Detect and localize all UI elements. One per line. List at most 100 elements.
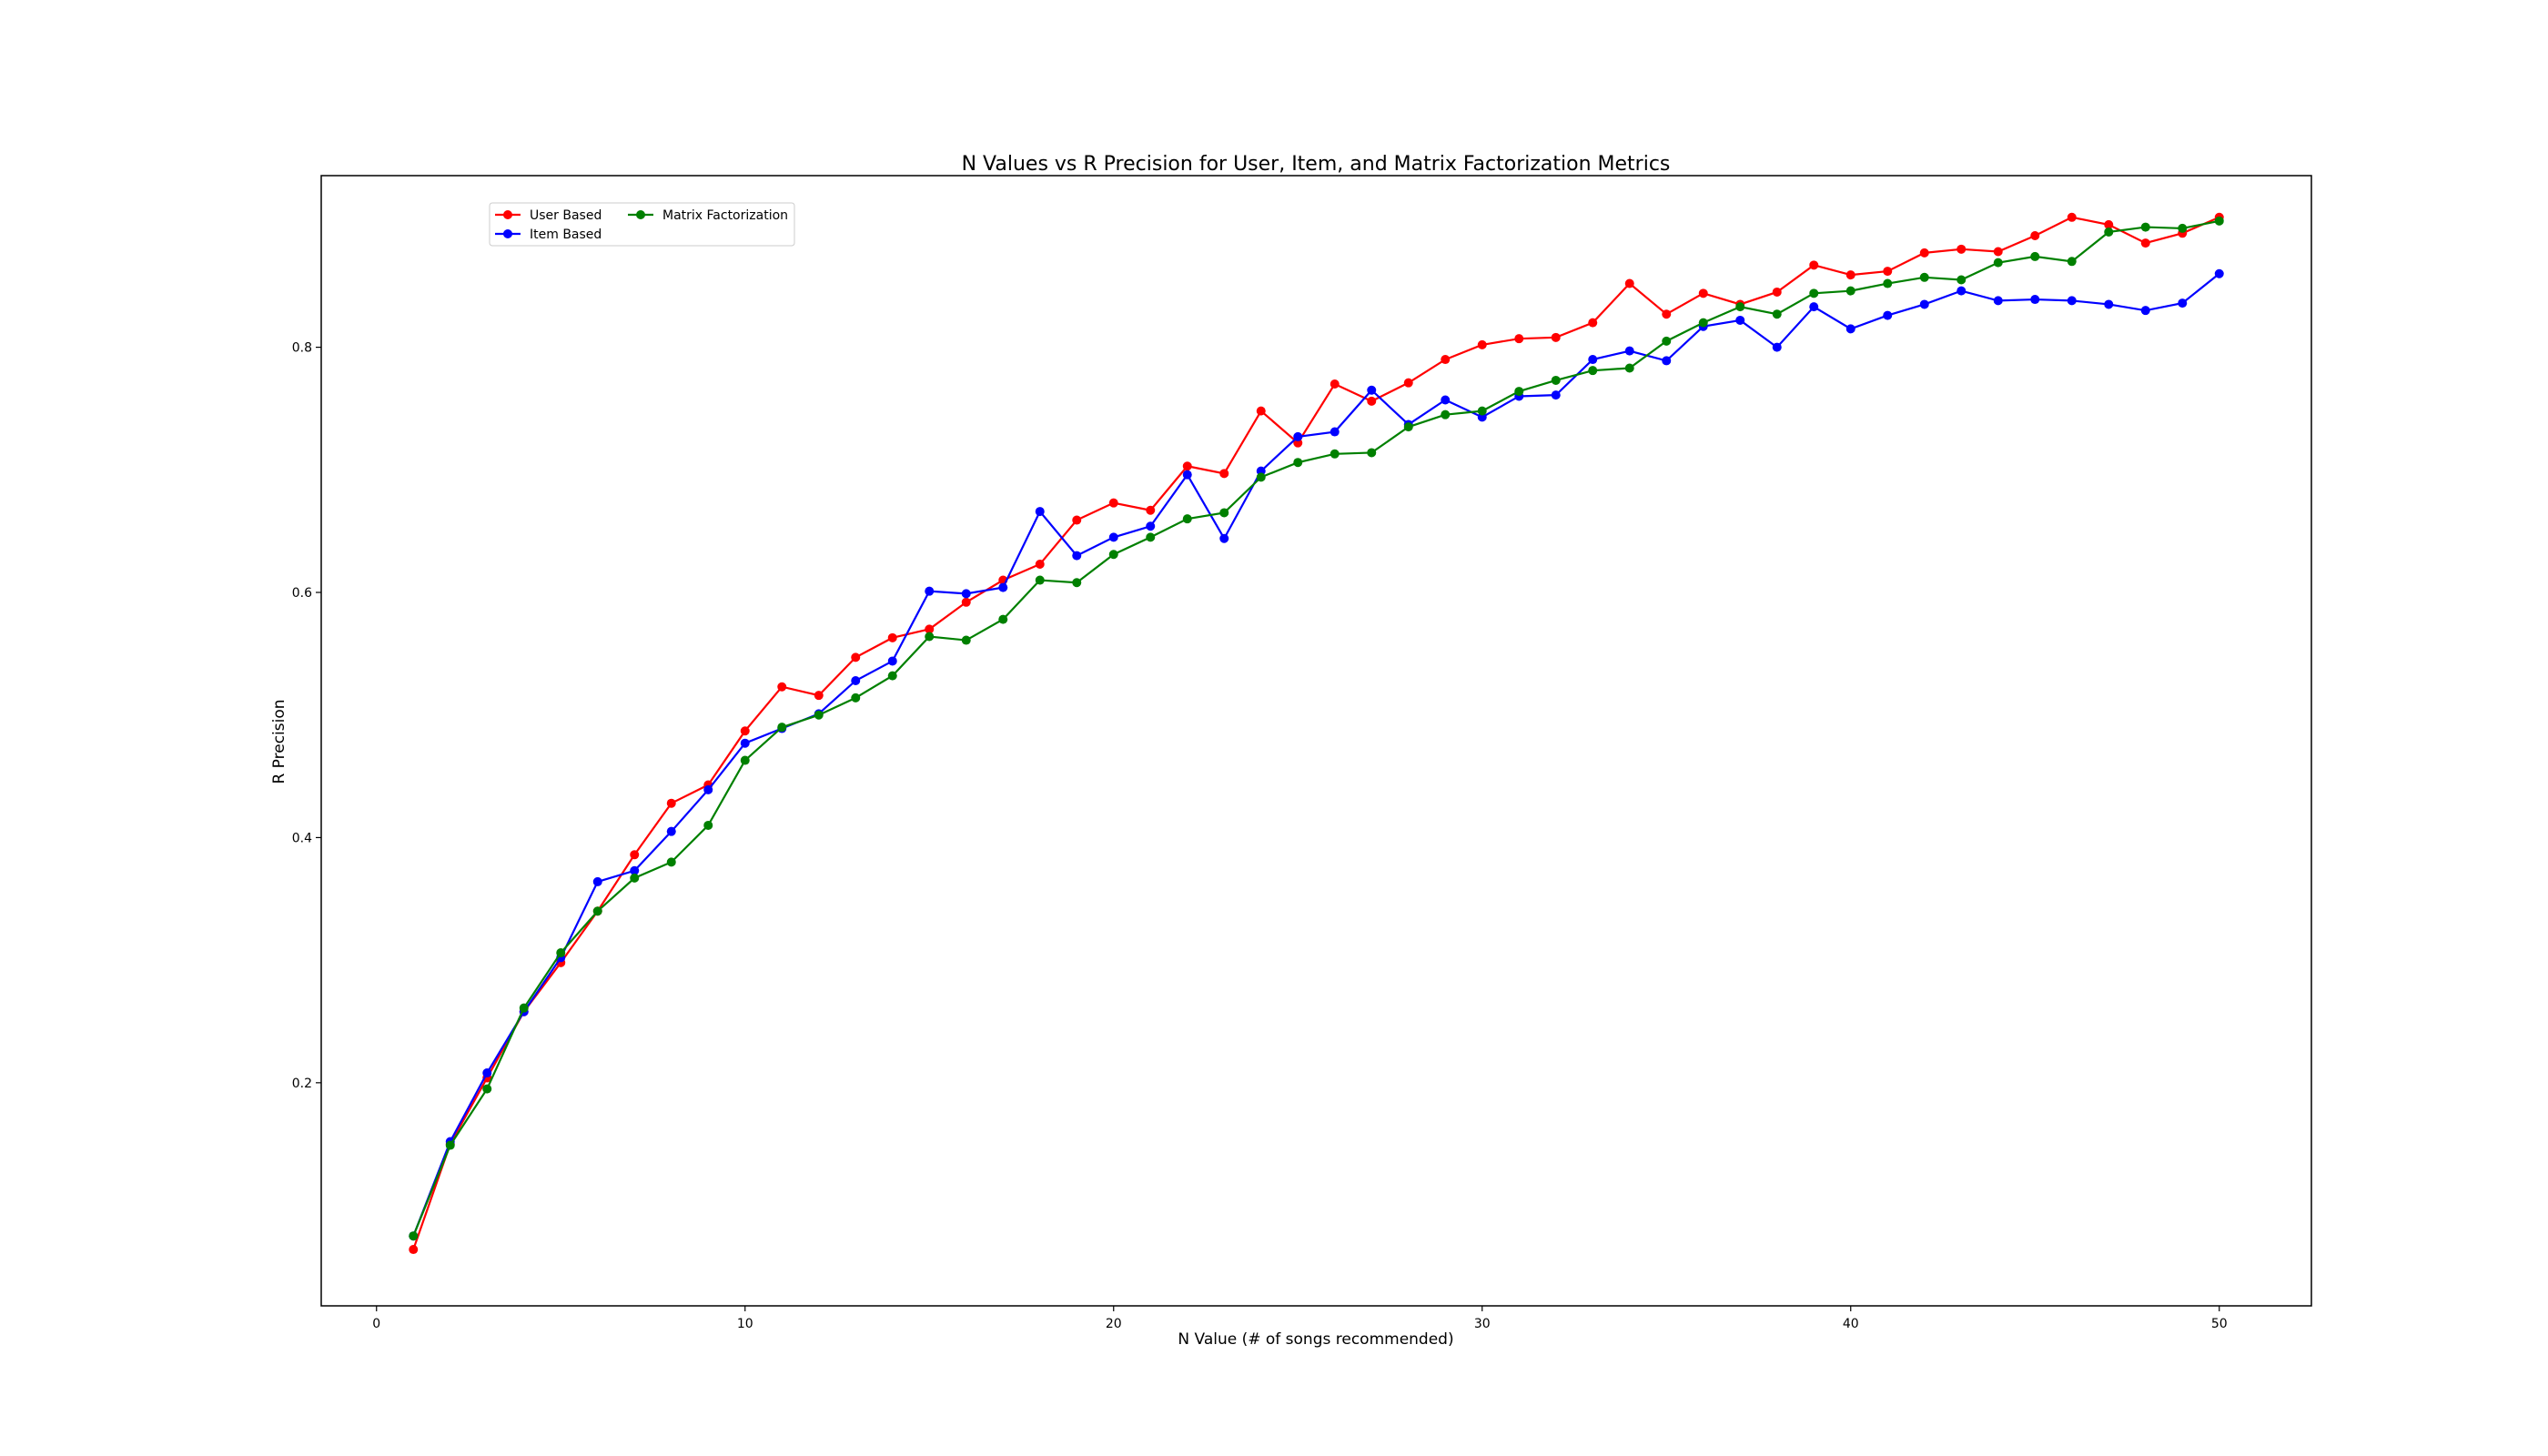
data-point-user-based	[1698, 288, 1708, 298]
data-point-matrix-factorization	[1514, 387, 1524, 397]
chart-title: N Values vs R Precision for User, Item, …	[962, 153, 1671, 176]
data-point-item-based	[1735, 315, 1745, 325]
data-point-user-based	[1403, 378, 1413, 388]
data-point-item-based	[666, 826, 676, 836]
data-point-item-based	[2104, 299, 2114, 309]
data-point-user-based	[961, 597, 971, 607]
data-point-item-based	[1956, 286, 1967, 296]
series-item-based	[409, 268, 2224, 1241]
legend-label-user-based: User Based	[530, 208, 602, 223]
data-point-matrix-factorization	[1367, 448, 1377, 458]
legend-marker-user-based	[503, 210, 512, 219]
series-matrix-factorization	[409, 216, 2224, 1241]
data-point-item-based	[1993, 296, 2003, 306]
data-point-matrix-factorization	[1735, 302, 1745, 312]
data-point-matrix-factorization	[556, 948, 566, 958]
data-point-user-based	[777, 682, 787, 692]
data-point-user-based	[1146, 505, 1156, 515]
data-point-matrix-factorization	[2140, 222, 2150, 232]
data-point-user-based	[1182, 461, 1192, 471]
series-user-based	[409, 212, 2224, 1255]
axes: 0 10 20 30 40 50 0.2 0.4 0.6 0.8	[292, 341, 2228, 1331]
plot-frame	[320, 175, 2312, 1307]
data-point-matrix-factorization	[1146, 532, 1156, 542]
data-point-item-based	[1072, 551, 1082, 561]
data-point-user-based	[887, 632, 897, 642]
data-point-user-based	[1072, 515, 1082, 525]
y-tick-label: 0.4	[292, 831, 312, 845]
data-point-matrix-factorization	[445, 1140, 455, 1150]
data-point-user-based	[1919, 248, 1929, 258]
data-point-item-based	[703, 784, 713, 794]
data-point-item-based	[2140, 306, 2150, 316]
data-point-item-based	[1367, 385, 1377, 395]
data-point-matrix-factorization	[1035, 575, 1045, 585]
data-point-item-based	[1845, 324, 1855, 334]
data-point-item-based	[1219, 533, 1229, 543]
data-point-user-based	[925, 624, 935, 634]
data-point-item-based	[1551, 390, 1561, 400]
data-point-matrix-factorization	[1072, 578, 1082, 588]
data-point-matrix-factorization	[519, 1003, 529, 1013]
data-point-user-based	[1330, 379, 1340, 389]
data-point-item-based	[1772, 342, 1782, 352]
data-point-matrix-factorization	[1293, 458, 1303, 468]
data-point-item-based	[2178, 298, 2188, 308]
data-point-item-based	[1035, 507, 1045, 517]
series-line-user-based	[412, 216, 2220, 1250]
data-point-user-based	[1809, 260, 1819, 270]
legend-marker-item-based	[503, 229, 512, 238]
data-point-item-based	[1809, 302, 1819, 312]
data-point-matrix-factorization	[814, 710, 824, 720]
x-tick-label: 20	[1106, 1317, 1122, 1331]
data-point-matrix-factorization	[1588, 366, 1598, 376]
data-point-user-based	[1035, 560, 1045, 570]
data-point-item-based	[740, 738, 750, 748]
data-point-user-based	[1993, 247, 2003, 257]
data-point-user-based	[1662, 309, 1672, 319]
data-point-user-based	[1883, 267, 1893, 277]
x-tick-label: 30	[1474, 1317, 1491, 1331]
data-point-user-based	[851, 652, 861, 662]
data-point-matrix-factorization	[630, 873, 640, 883]
data-point-matrix-factorization	[1919, 272, 1929, 282]
data-point-matrix-factorization	[961, 635, 971, 645]
data-point-matrix-factorization	[887, 671, 897, 681]
data-point-user-based	[1256, 406, 1266, 416]
x-axis-label: N Value (# of songs recommended)	[1178, 1330, 1453, 1349]
data-point-item-based	[925, 586, 935, 596]
data-point-matrix-factorization	[1182, 514, 1192, 524]
data-point-item-based	[1624, 346, 1634, 356]
y-tick-label: 0.2	[292, 1077, 312, 1091]
data-point-item-based	[1441, 395, 1451, 405]
y-tick-label: 0.6	[292, 586, 312, 601]
data-point-matrix-factorization	[1698, 318, 1708, 328]
series-line-item-based	[412, 272, 2220, 1237]
y-tick-label: 0.8	[292, 341, 312, 356]
data-point-item-based	[998, 582, 1008, 592]
data-point-matrix-factorization	[2067, 257, 2077, 267]
data-point-user-based	[2067, 212, 2077, 222]
data-point-item-based	[1883, 310, 1893, 320]
data-point-matrix-factorization	[409, 1231, 419, 1241]
data-point-item-based	[1662, 356, 1672, 366]
data-point-matrix-factorization	[777, 723, 787, 733]
data-point-matrix-factorization	[1883, 278, 1893, 288]
x-tick-label: 10	[737, 1317, 753, 1331]
data-point-matrix-factorization	[851, 693, 861, 703]
data-point-matrix-factorization	[1403, 422, 1413, 432]
data-point-item-based	[2214, 268, 2224, 278]
data-point-matrix-factorization	[666, 857, 676, 867]
data-point-item-based	[1146, 521, 1156, 531]
data-point-matrix-factorization	[703, 820, 713, 830]
data-point-matrix-factorization	[1809, 288, 1819, 298]
data-point-user-based	[1367, 396, 1377, 406]
data-point-matrix-factorization	[482, 1084, 492, 1094]
data-point-item-based	[1293, 431, 1303, 441]
data-point-item-based	[1919, 299, 1929, 309]
data-point-user-based	[2030, 231, 2040, 241]
x-tick-label: 50	[2211, 1317, 2228, 1331]
y-axis-label: R Precision	[270, 699, 288, 784]
